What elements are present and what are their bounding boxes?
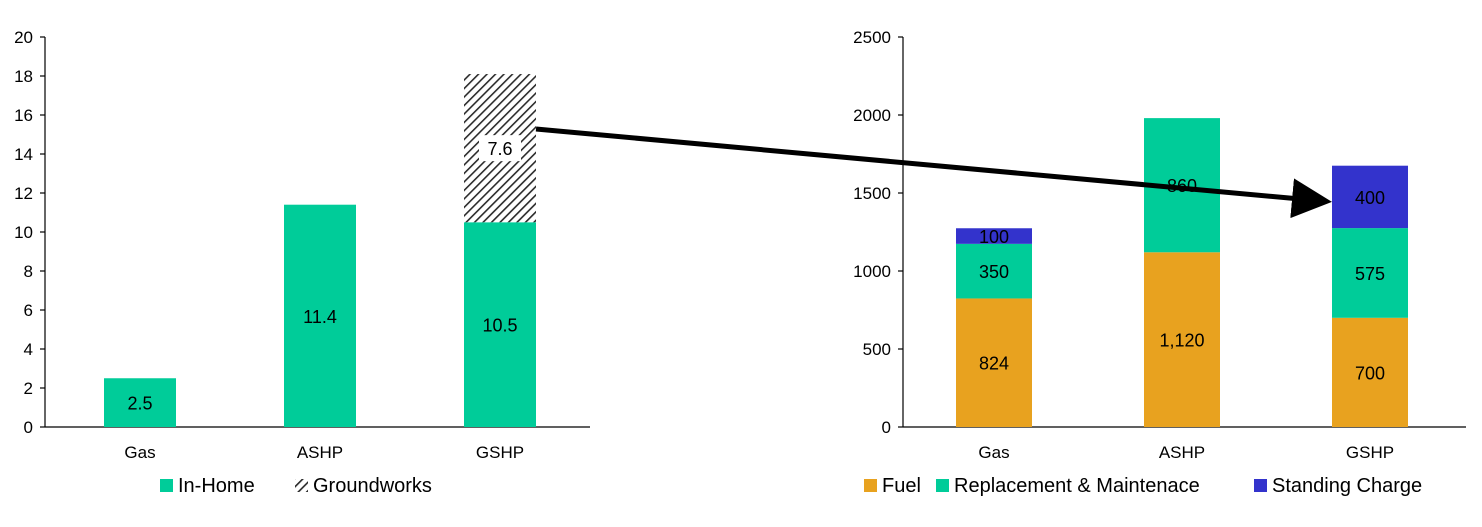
data-label: 2.5 [127, 394, 152, 414]
y-tick-label: 2000 [853, 106, 891, 125]
legend-swatch [864, 479, 877, 492]
y-tick-label: 0 [882, 418, 891, 437]
data-label: 350 [979, 262, 1009, 282]
y-tick-label: 0 [24, 418, 33, 437]
chart-1: 0 2 4 6 8 10 12 14 16 18 20 2.5 Gas 11.4 ASHP 10.5 7.6 GS… [14, 28, 590, 497]
data-label: 10.5 [482, 316, 517, 336]
y-tick-label: 18 [14, 67, 33, 86]
legend-swatch [160, 479, 173, 492]
bar-standing-charge-gas [956, 228, 1032, 244]
data-label: 1,120 [1159, 331, 1204, 351]
legend-label: Replacement & Maintenace [954, 475, 1200, 497]
bar-fuel-ashp [1144, 252, 1220, 427]
data-label: 575 [1355, 264, 1385, 284]
legend-label: In-Home [178, 475, 255, 497]
legend-label: Groundworks [313, 475, 432, 497]
bar-replacement-maintenace-gas [956, 243, 1032, 299]
y-tick-label: 2500 [853, 28, 891, 47]
y-tick-label: 10 [14, 223, 33, 242]
legend-label: Standing Charge [1272, 475, 1422, 497]
data-label: 7.6 [487, 139, 512, 159]
y-tick-label: 500 [863, 340, 891, 359]
x-tick-label: Gas [124, 443, 155, 462]
x-tick-label: ASHP [1159, 443, 1205, 462]
x-tick-label: Gas [978, 443, 1009, 462]
bar-in-home-gas [104, 378, 176, 427]
x-tick-label: GSHP [476, 443, 524, 462]
y-tick-label: 12 [14, 184, 33, 203]
connector-arrow [535, 126, 1332, 219]
x-tick-label: ASHP [297, 443, 343, 462]
y-tick-label: 8 [24, 262, 33, 281]
bar-standing-charge-gshp [1332, 165, 1408, 229]
legend-label: Fuel [882, 475, 921, 497]
data-label: 100 [979, 227, 1009, 247]
data-label: 824 [979, 354, 1009, 374]
data-label: 11.4 [303, 307, 337, 327]
y-tick-label: 6 [24, 301, 33, 320]
y-tick-label: 16 [14, 106, 33, 125]
y-tick-label: 4 [24, 340, 33, 359]
y-tick-label: 14 [14, 145, 33, 164]
bar-fuel-gas [956, 298, 1032, 427]
data-label: 700 [1355, 363, 1385, 383]
bar-replacement-maintenace-gshp [1332, 228, 1408, 318]
bar-in-home-gshp [464, 222, 536, 427]
data-label: 400 [1355, 188, 1385, 208]
y-tick-label: 1000 [853, 262, 891, 281]
data-label-bg [479, 135, 521, 162]
bar-fuel-gshp [1332, 317, 1408, 427]
bar-in-home-ashp [284, 204, 356, 427]
y-tick-label: 1500 [853, 184, 891, 203]
chart-2: 05001000150020002500824350100Gas1,120860… [853, 28, 1466, 497]
y-tick-label: 20 [14, 28, 33, 47]
legend-swatch [1254, 479, 1267, 492]
legend-swatch [295, 479, 308, 492]
x-tick-label: GSHP [1346, 443, 1394, 462]
legend-swatch [936, 479, 949, 492]
y-tick-label: 2 [24, 379, 33, 398]
